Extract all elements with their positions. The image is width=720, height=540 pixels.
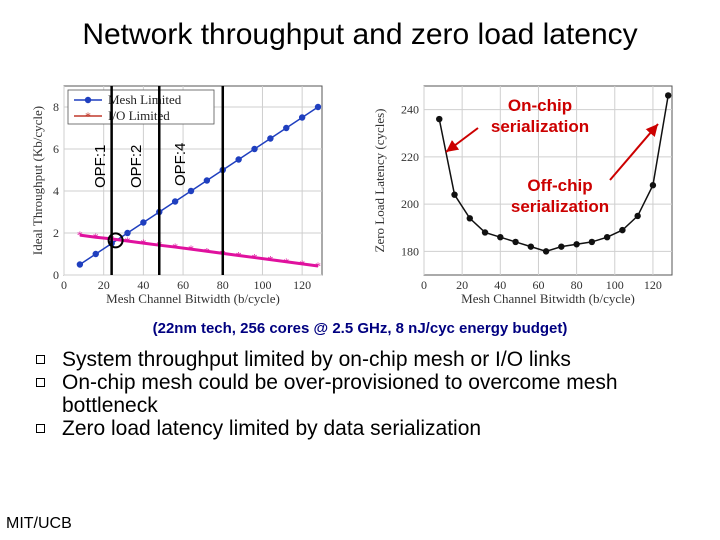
x-axis-label: Mesh Channel Bitwidth (b/cycle) — [461, 291, 635, 306]
data-point — [436, 115, 443, 123]
data-point — [76, 261, 84, 268]
x-tick-label: 100 — [253, 278, 271, 292]
y-tick-label: 180 — [401, 244, 419, 258]
onchip-arrow — [445, 127, 479, 153]
y-axis-label: Zero Load Latency (cycles) — [372, 108, 387, 252]
data-point: * — [283, 255, 289, 269]
data-point — [298, 114, 306, 121]
x-tick-label: 60 — [532, 278, 544, 292]
series-line — [79, 233, 319, 268]
y-tick-label: 4 — [53, 184, 59, 198]
bullet-item: Zero load latency limited by data serial… — [36, 417, 716, 440]
x-tick-label: 20 — [98, 278, 110, 292]
bullet-square-icon — [36, 378, 45, 387]
data-point: * — [125, 234, 131, 248]
data-point — [267, 135, 274, 142]
data-point — [203, 177, 211, 184]
latency-chart-svg: 0 20 40 60 80 100 120 180 200 220 240 Mesh Channel … — [372, 85, 673, 306]
legend-label-mesh: Mesh Limited — [108, 92, 182, 107]
x-tick-label: 120 — [293, 278, 311, 292]
bullet-item: System throughput limited by on-chip mes… — [36, 348, 716, 371]
footer-label: MIT/UCB — [6, 515, 72, 532]
data-point: * — [172, 240, 178, 254]
data-point: * — [188, 242, 194, 256]
y-axis-label: Ideal Throughput (Kb/cycle) — [30, 106, 45, 255]
throughput-chart: 0 20 40 60 80 100 120 0 2 4 6 8 Mesh Channel Bitwidt… — [30, 78, 330, 318]
y-tick-label: 200 — [401, 197, 419, 211]
x-tick-label: 0 — [61, 278, 67, 292]
onchip-serialization-label: On-chip serialization — [490, 96, 590, 136]
data-point — [542, 248, 550, 255]
data-point: * — [77, 228, 83, 242]
series-line — [438, 95, 669, 253]
slide-title: Network throughput and zero load latency — [82, 18, 638, 51]
data-point — [573, 241, 580, 248]
data-point — [497, 234, 504, 241]
legend-marker-io: * — [85, 109, 91, 123]
data-point — [171, 198, 179, 205]
data-point — [649, 182, 657, 189]
data-point — [558, 243, 565, 250]
latency-chart: 0 20 40 60 80 100 120 180 200 220 240 Mesh Channel … — [372, 78, 682, 318]
data-point — [187, 187, 195, 195]
x-tick-label: 40 — [494, 278, 506, 292]
data-point — [588, 238, 596, 246]
x-tick-label: 80 — [571, 278, 583, 292]
data-point: * — [299, 257, 305, 271]
x-tick-label: 100 — [606, 278, 624, 292]
y-tick-label: 6 — [53, 142, 59, 156]
bullet-square-icon — [36, 355, 45, 364]
bullet-square-icon — [36, 424, 45, 433]
throughput-chart-svg: 0 20 40 60 80 100 120 0 2 4 6 8 Mesh Channel Bitwidt… — [30, 85, 323, 306]
y-tick-label: 2 — [53, 226, 59, 240]
x-tick-label: 60 — [177, 278, 189, 292]
data-point — [251, 145, 258, 153]
offchip-serialization-label: Off-chip serialization — [510, 176, 610, 216]
data-point — [140, 219, 147, 226]
legend-box — [67, 89, 215, 125]
data-point: * — [252, 251, 258, 265]
x-tick-label: 20 — [456, 278, 468, 292]
data-point — [603, 234, 611, 241]
x-tick-label: 0 — [421, 278, 427, 292]
data-point — [664, 92, 672, 99]
data-point: * — [140, 236, 146, 250]
legend-marker-mesh — [84, 96, 92, 104]
data-point — [466, 215, 473, 222]
data-point — [634, 212, 641, 220]
tech-note: (22nm tech, 256 cores @ 2.5 GHz, 8 nJ/cy… — [152, 320, 568, 337]
data-point — [283, 124, 290, 132]
y-tick-label: 240 — [401, 103, 419, 117]
series-line — [79, 106, 319, 266]
data-point — [481, 229, 489, 236]
data-point — [512, 238, 519, 246]
data-point — [527, 243, 535, 250]
data-point — [619, 226, 626, 234]
data-point — [451, 191, 458, 198]
intersection-ring — [107, 232, 124, 249]
data-point — [92, 250, 99, 258]
x-axis-label: Mesh Channel Bitwidth (b/cycle) — [106, 291, 280, 306]
data-point: * — [315, 259, 321, 273]
data-point: * — [204, 244, 210, 258]
y-tick-label: 220 — [401, 150, 419, 164]
data-point: * — [236, 248, 242, 262]
bullet-item: On-chip mesh could be over-provisioned t… — [36, 371, 716, 417]
data-point — [314, 103, 322, 111]
data-point: * — [267, 253, 273, 267]
plot-frame — [423, 85, 673, 276]
offchip-arrow — [609, 123, 659, 181]
bullet-list: System throughput limited by on-chip mes… — [36, 348, 716, 440]
y-tick-label: 8 — [53, 100, 59, 114]
data-point: * — [93, 230, 99, 244]
legend-label-io: I/O Limited — [108, 108, 170, 123]
data-point — [235, 156, 242, 163]
x-tick-label: 80 — [217, 278, 229, 292]
x-tick-label: 40 — [137, 278, 149, 292]
y-tick-label: 0 — [53, 268, 59, 282]
x-tick-label: 120 — [644, 278, 662, 292]
data-point — [124, 229, 131, 237]
